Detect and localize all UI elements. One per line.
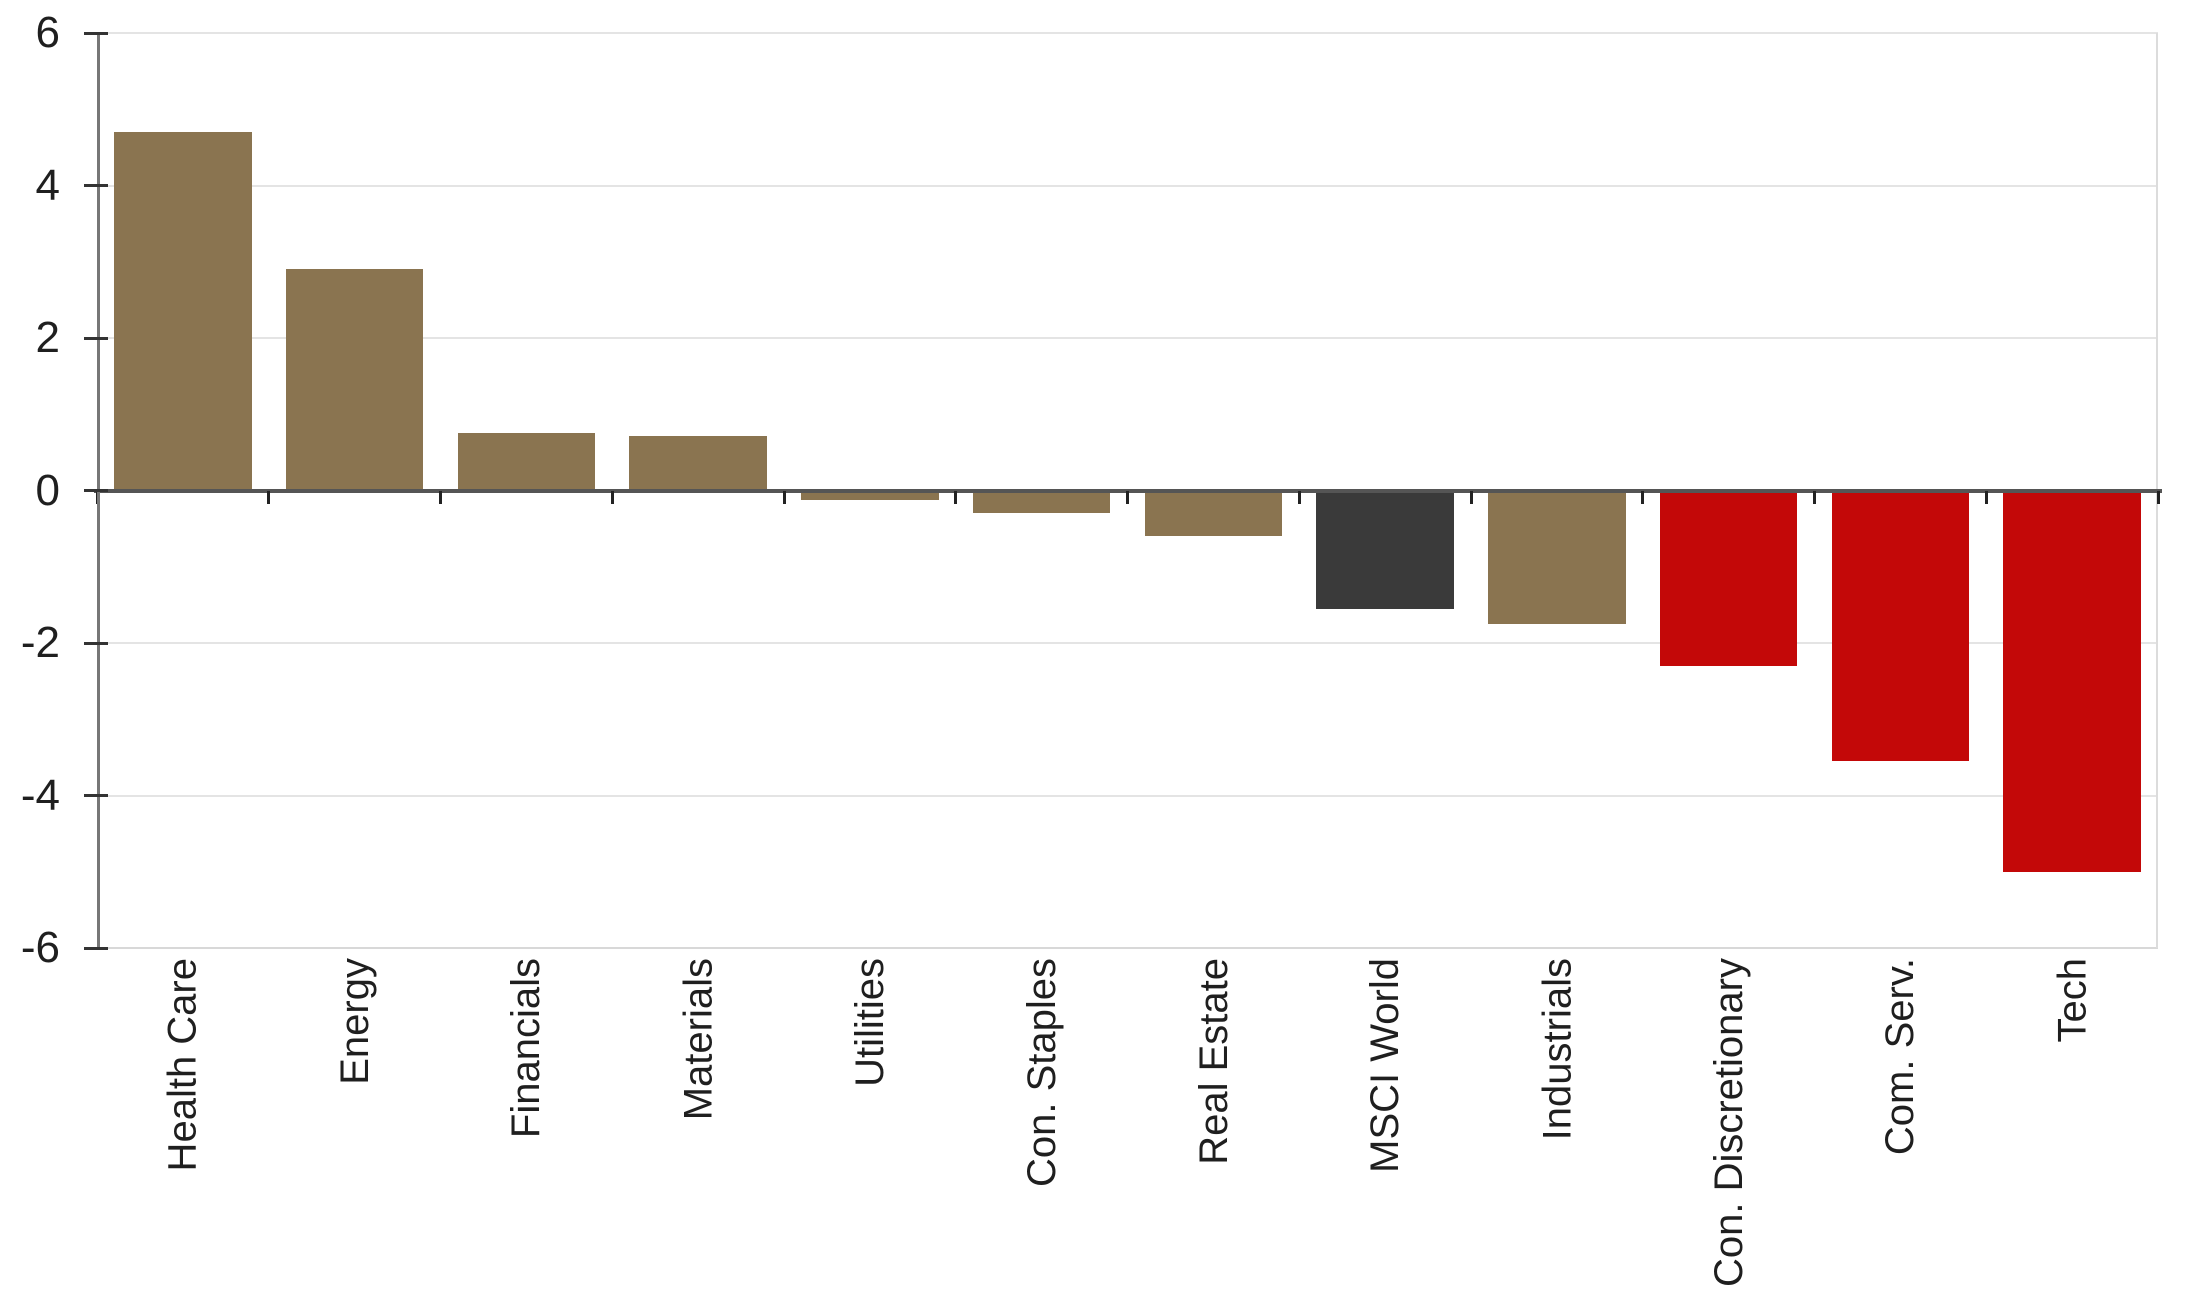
x-label-cell-energy: Energy bbox=[269, 958, 441, 1297]
x-label-cell-financials: Financials bbox=[441, 958, 613, 1297]
y-axis-tick bbox=[84, 31, 108, 35]
x-axis-label-msci-world: MSCI World bbox=[1363, 958, 1408, 1173]
gridline-2 bbox=[97, 337, 2158, 339]
y-axis-tick bbox=[84, 489, 108, 492]
bar-con-discretionary bbox=[1659, 490, 1798, 666]
x-label-cell-tech: Tech bbox=[1986, 958, 2158, 1297]
x-axis-label-utilities: Utilities bbox=[847, 958, 892, 1087]
x-axis-tick bbox=[1641, 490, 1645, 504]
bar-industrials bbox=[1488, 490, 1626, 624]
gridline--4 bbox=[97, 794, 2158, 797]
x-axis-label-real-estate: Real Estate bbox=[1191, 958, 1236, 1165]
bar-com-serv bbox=[1831, 490, 1970, 762]
x-axis-tick bbox=[954, 490, 958, 504]
bar-utilities bbox=[801, 490, 939, 501]
x-axis-label-health-care: Health Care bbox=[160, 958, 205, 1172]
bar-health-care bbox=[114, 132, 252, 491]
bar-financials bbox=[457, 433, 596, 491]
x-axis-label-materials: Materials bbox=[676, 958, 721, 1121]
y-axis-tick-label: 0 bbox=[35, 465, 60, 515]
x-label-cell-real-estate: Real Estate bbox=[1128, 958, 1300, 1297]
x-label-cell-con-discretionary: Con. Discretionary bbox=[1643, 958, 1815, 1297]
gridline-6 bbox=[97, 32, 2158, 34]
x-label-cell-utilities: Utilities bbox=[784, 958, 956, 1297]
y-axis-tick-label: -4 bbox=[20, 770, 60, 820]
bar-con-staples bbox=[972, 490, 1111, 514]
bar-msci-world bbox=[1316, 490, 1454, 609]
x-axis-label-industrials: Industrials bbox=[1534, 958, 1579, 1141]
bar-materials bbox=[629, 435, 767, 491]
x-axis-labels: Health Care Energy Financials Materials Util… bbox=[97, 958, 2158, 1297]
x-axis-tick bbox=[2156, 490, 2160, 504]
x-label-cell-con-staples: Con. Staples bbox=[956, 958, 1128, 1297]
x-axis-label-tech: Tech bbox=[2050, 958, 2095, 1043]
plot-area bbox=[84, 31, 2162, 950]
x-axis-label-com-serv: Com. Serv. bbox=[1878, 958, 1923, 1156]
gridline-4 bbox=[97, 184, 2158, 187]
x-axis-label-energy: Energy bbox=[332, 958, 377, 1085]
y-axis-tick bbox=[84, 946, 108, 950]
x-axis-tick bbox=[1126, 490, 1129, 504]
x-axis-label-con-staples: Con. Staples bbox=[1019, 958, 1064, 1188]
y-axis-tick-label: 2 bbox=[35, 313, 60, 362]
y-axis-tick-label: -2 bbox=[20, 618, 60, 667]
x-axis-label-con-discretionary: Con. Discretionary bbox=[1706, 958, 1751, 1288]
y-axis-tick bbox=[84, 184, 108, 187]
x-axis-tick bbox=[1297, 490, 1301, 504]
x-axis-tick bbox=[1984, 490, 1988, 504]
y-axis-tick bbox=[84, 794, 108, 797]
gridline--2 bbox=[97, 642, 2158, 644]
gridline--6 bbox=[97, 947, 2158, 949]
x-axis-tick bbox=[1469, 490, 1473, 504]
y-axis-tick-label: -6 bbox=[20, 923, 60, 972]
x-axis-label-financials: Financials bbox=[504, 958, 549, 1139]
x-axis-tick bbox=[610, 490, 614, 504]
bar-energy bbox=[285, 269, 424, 491]
bar-tech bbox=[2003, 490, 2141, 872]
x-label-cell-com-serv: Com. Serv. bbox=[1815, 958, 1987, 1297]
x-axis-tick bbox=[267, 490, 271, 504]
x-axis-tick bbox=[1813, 490, 1816, 504]
x-label-cell-health-care: Health Care bbox=[97, 958, 269, 1297]
bar-real-estate bbox=[1144, 490, 1283, 537]
x-label-cell-msci-world: MSCI World bbox=[1299, 958, 1471, 1297]
y-axis-tick bbox=[84, 641, 108, 645]
x-label-cell-industrials: Industrials bbox=[1471, 958, 1643, 1297]
x-axis-tick bbox=[439, 490, 442, 504]
y-axis-tick-label: 4 bbox=[35, 160, 60, 210]
x-axis-tick bbox=[782, 490, 786, 504]
y-axis-tick bbox=[84, 336, 108, 340]
x-label-cell-materials: Materials bbox=[612, 958, 784, 1297]
y-axis-tick-label: 6 bbox=[35, 8, 60, 57]
